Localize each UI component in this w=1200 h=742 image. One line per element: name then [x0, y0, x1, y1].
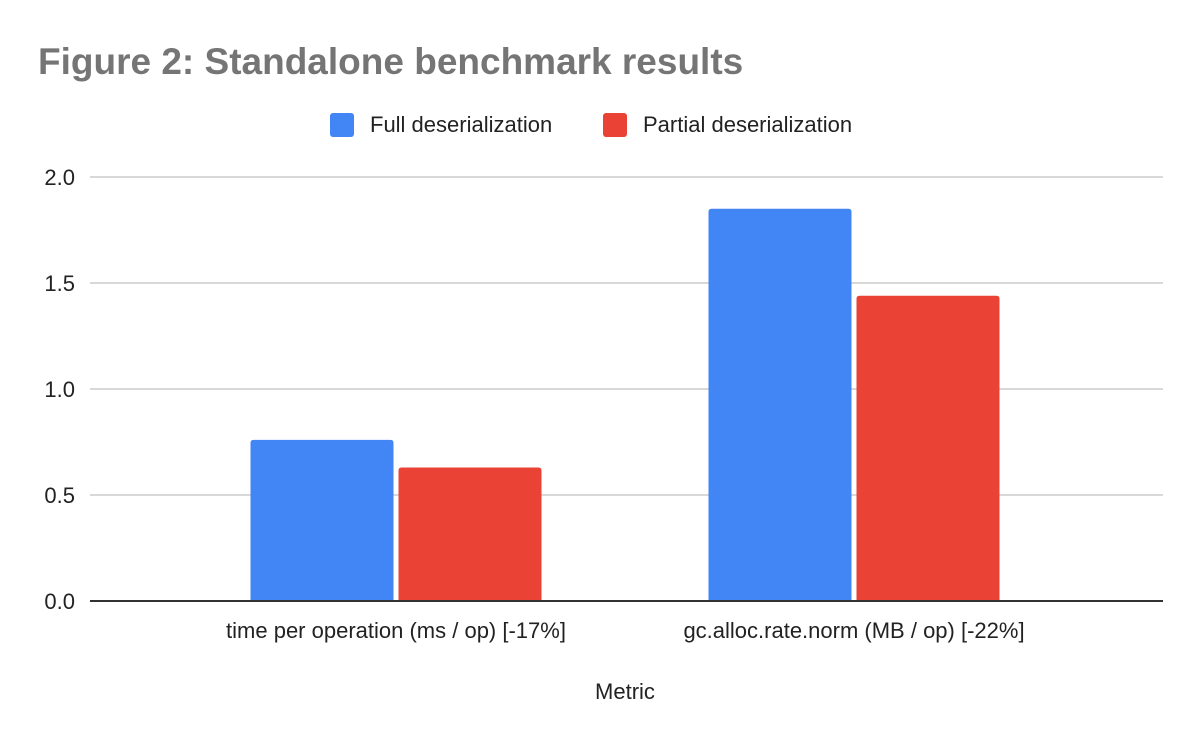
- y-tick-label: 0.0: [44, 589, 75, 614]
- bar-full-1: [708, 208, 852, 602]
- legend-label-full: Full deserialization: [370, 112, 552, 137]
- bar-partial-1: [856, 295, 1000, 601]
- bars: [250, 208, 1000, 602]
- category-label-time: time per operation (ms / op) [-17%]: [226, 618, 566, 643]
- y-tick-label: 1.0: [44, 377, 75, 402]
- bar-full-0: [250, 439, 394, 601]
- legend-swatch-full: [330, 113, 354, 137]
- y-axis-tick-labels: 0.0 0.5 1.0 1.5 2.0: [44, 165, 75, 614]
- legend-swatch-partial: [603, 113, 627, 137]
- category-label-gc: gc.alloc.rate.norm (MB / op) [-22%]: [683, 618, 1024, 643]
- y-tick-label: 0.5: [44, 483, 75, 508]
- legend-label-partial: Partial deserialization: [643, 112, 852, 137]
- bar-partial-0: [398, 467, 542, 601]
- x-axis-title: Metric: [595, 679, 655, 704]
- y-tick-label: 2.0: [44, 165, 75, 190]
- legend: Full deserialization Partial deserializa…: [330, 112, 852, 137]
- chart-title: Figure 2: Standalone benchmark results: [38, 41, 743, 82]
- y-tick-label: 1.5: [44, 271, 75, 296]
